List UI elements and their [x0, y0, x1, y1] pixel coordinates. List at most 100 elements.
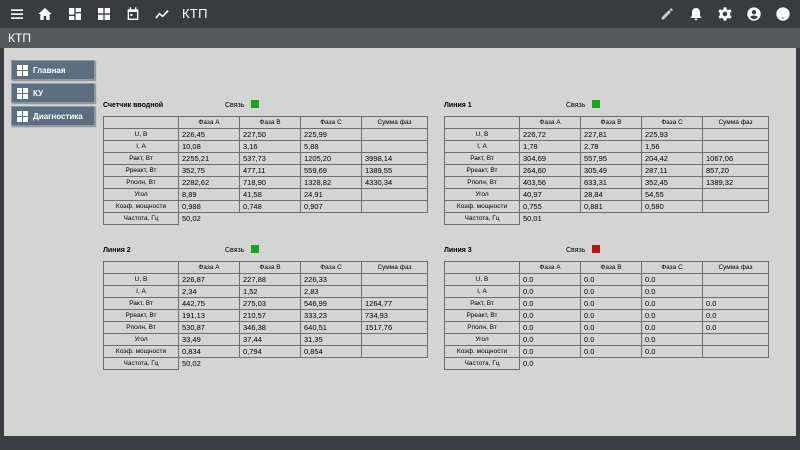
bottom-bar: [0, 436, 800, 450]
table-row: Угол 40,97 28,84 54,55: [444, 188, 769, 201]
dashboard-icon[interactable]: [65, 4, 85, 24]
row-label: I, А: [444, 285, 520, 298]
edit-icon[interactable]: [657, 4, 677, 24]
home-icon[interactable]: [35, 4, 55, 24]
value-cell: [361, 188, 428, 201]
row-label: Ракт, Вт: [103, 152, 179, 165]
value-cell: 0.0: [519, 309, 581, 322]
column-header: Фаза А: [178, 261, 240, 274]
value-cell: 227,81: [580, 128, 642, 141]
nav-button-ku[interactable]: КУ: [11, 83, 95, 103]
link-status-indicator: [592, 245, 600, 253]
app-title: КТП: [182, 6, 208, 21]
value-cell: 442,75: [178, 297, 240, 310]
nav-button-label: КУ: [33, 88, 44, 98]
table-row: U, В 226,87 227,88 226,33: [103, 273, 428, 286]
row-label: I, А: [103, 140, 179, 153]
value-cell: 275,03: [239, 297, 301, 310]
value-cell: 305,49: [580, 164, 642, 177]
column-header: Фаза В: [239, 261, 301, 274]
dashboard-icon: [17, 87, 28, 99]
empty-cell: [240, 213, 301, 225]
calendar-icon[interactable]: [123, 4, 143, 24]
value-cell: [702, 273, 769, 286]
column-header: Фаза А: [178, 116, 240, 129]
link-status-indicator: [251, 245, 259, 253]
account-icon[interactable]: [744, 4, 764, 24]
row-label: Частота, Гц: [444, 212, 520, 225]
dashboard-icon: [17, 64, 28, 76]
value-cell: 54,55: [641, 188, 703, 201]
widgets-icon[interactable]: [94, 4, 114, 24]
row-label: Угол: [103, 188, 179, 201]
table-row: U, В 226,72 227,81 225,93: [444, 128, 769, 141]
table-row: Рполн, Вт 530,87 346,38 640,51 1517,76: [103, 321, 428, 334]
top-app-bar: КТП: [0, 0, 800, 28]
measurement-table: Фаза А Фаза В Фаза С Сумма фаз U, В 226,87 227…: [103, 261, 428, 370]
trend-chart-icon[interactable]: [152, 4, 172, 24]
measurement-table: Фаза А Фаза В Фаза С Сумма фаз U, В 226,45 227…: [103, 116, 428, 225]
link-status-label: Связь: [566, 102, 586, 109]
row-label: Частота, Гц: [103, 357, 179, 370]
value-cell: 210,57: [239, 309, 301, 322]
nav-button-label: Главная: [33, 65, 66, 75]
value-cell: 8,89: [178, 188, 240, 201]
table-row: Рреакт, Вт 0.0 0.0 0.0 0.0: [444, 309, 769, 322]
table-row: Ракт, Вт 304,69 557,95 204,42 1067,06: [444, 152, 769, 165]
value-cell: [361, 285, 428, 298]
value-cell: 0.0: [702, 309, 769, 322]
nav-button-main[interactable]: Главная: [11, 60, 95, 80]
empty-cell: [703, 358, 769, 370]
value-cell: 204,42: [641, 152, 703, 165]
table-header-row: Фаза А Фаза В Фаза С Сумма фаз: [103, 116, 428, 129]
value-cell: 31,35: [300, 333, 362, 346]
frequency-row: Частота, Гц 50,02: [103, 357, 428, 370]
value-cell: [702, 200, 769, 213]
value-cell: 41,58: [239, 188, 301, 201]
value-cell: [702, 188, 769, 201]
value-cell: 0.0: [580, 309, 642, 322]
value-cell: 0,755: [519, 200, 581, 213]
value-cell: 1,52: [239, 285, 301, 298]
column-header: Фаза В: [580, 261, 642, 274]
value-cell: 0.0: [641, 333, 703, 346]
value-cell: 264,60: [519, 164, 581, 177]
row-label: Рреакт, Вт: [103, 309, 179, 322]
frequency-row: Частота, Гц 0.0: [444, 357, 769, 370]
row-label: U, В: [444, 128, 520, 141]
value-cell: 0.0: [580, 285, 642, 298]
value-cell: 537,73: [239, 152, 301, 165]
settings-icon[interactable]: [715, 4, 735, 24]
row-label: Рреакт, Вт: [103, 164, 179, 177]
value-cell: [702, 333, 769, 346]
value-cell: 352,75: [178, 164, 240, 177]
frequency-row: Частота, Гц 50,02: [103, 212, 428, 225]
nav-button-diagnostics[interactable]: Диагностика: [11, 106, 95, 126]
value-cell: 0,748: [239, 200, 301, 213]
block-title: Счетчик вводной: [103, 102, 164, 109]
value-cell: 0.0: [519, 297, 581, 310]
value-cell: 3998,14: [361, 152, 428, 165]
column-header: Фаза В: [239, 116, 301, 129]
value-cell: [361, 333, 428, 346]
value-cell: 10,08: [178, 140, 240, 153]
frequency-row: Частота, Гц 50,01: [444, 212, 769, 225]
value-cell: 33,49: [178, 333, 240, 346]
help-icon[interactable]: [773, 4, 793, 24]
empty-cell: [703, 213, 769, 225]
bell-icon[interactable]: [686, 4, 706, 24]
value-cell: 0.0: [641, 321, 703, 334]
value-cell: [702, 345, 769, 358]
value-cell: 559,69: [300, 164, 362, 177]
empty-cell: [362, 213, 428, 225]
value-cell: 633,31: [580, 176, 642, 189]
value-cell: 0.0: [580, 297, 642, 310]
table-row: Рреакт, Вт 264,60 305,49 287,11 857,20: [444, 164, 769, 177]
row-label: I, А: [103, 285, 179, 298]
empty-cell: [301, 213, 362, 225]
menu-icon[interactable]: [7, 4, 27, 24]
value-cell: 0.0: [519, 285, 581, 298]
row-label: Угол: [444, 333, 520, 346]
table-row: Рполн, Вт 0.0 0.0 0.0 0.0: [444, 321, 769, 334]
table-header-row: Фаза А Фаза В Фаза С Сумма фаз: [103, 261, 428, 274]
